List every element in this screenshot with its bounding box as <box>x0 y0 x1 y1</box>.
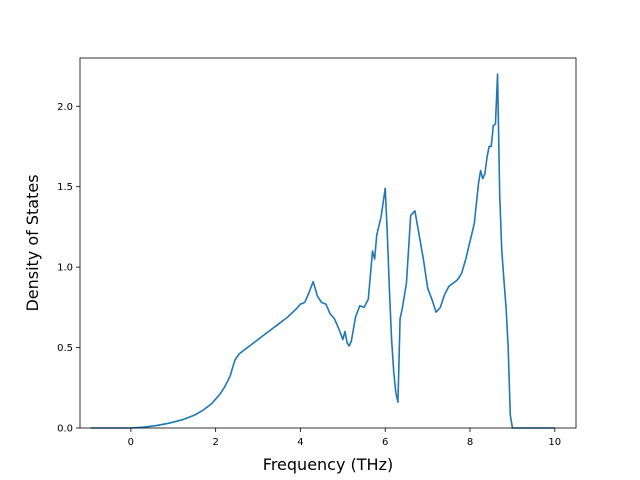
axis-ticks: 0 2 4 6 8 10 0.0 0.5 1.0 1.5 2.0 <box>57 102 561 448</box>
x-tick-label: 8 <box>467 437 473 448</box>
x-axis-label: Frequency (THz) <box>263 455 393 474</box>
y-tick-label: 0.5 <box>57 343 73 354</box>
x-tick-label: 0 <box>128 437 134 448</box>
y-tick-label: 1.0 <box>57 263 73 274</box>
y-tick-label: 2.0 <box>57 102 73 113</box>
y-tick-label: 1.5 <box>57 182 73 193</box>
y-tick-label: 0.0 <box>57 424 73 435</box>
y-axis-label: Density of States <box>23 174 42 311</box>
plot-frame <box>79 57 577 429</box>
plot-background <box>80 58 576 428</box>
x-tick-label: 6 <box>382 437 388 448</box>
dos-series-line <box>90 73 555 429</box>
x-tick-label: 2 <box>212 437 218 448</box>
x-tick-label: 10 <box>548 437 561 448</box>
x-tick-label: 4 <box>297 437 303 448</box>
